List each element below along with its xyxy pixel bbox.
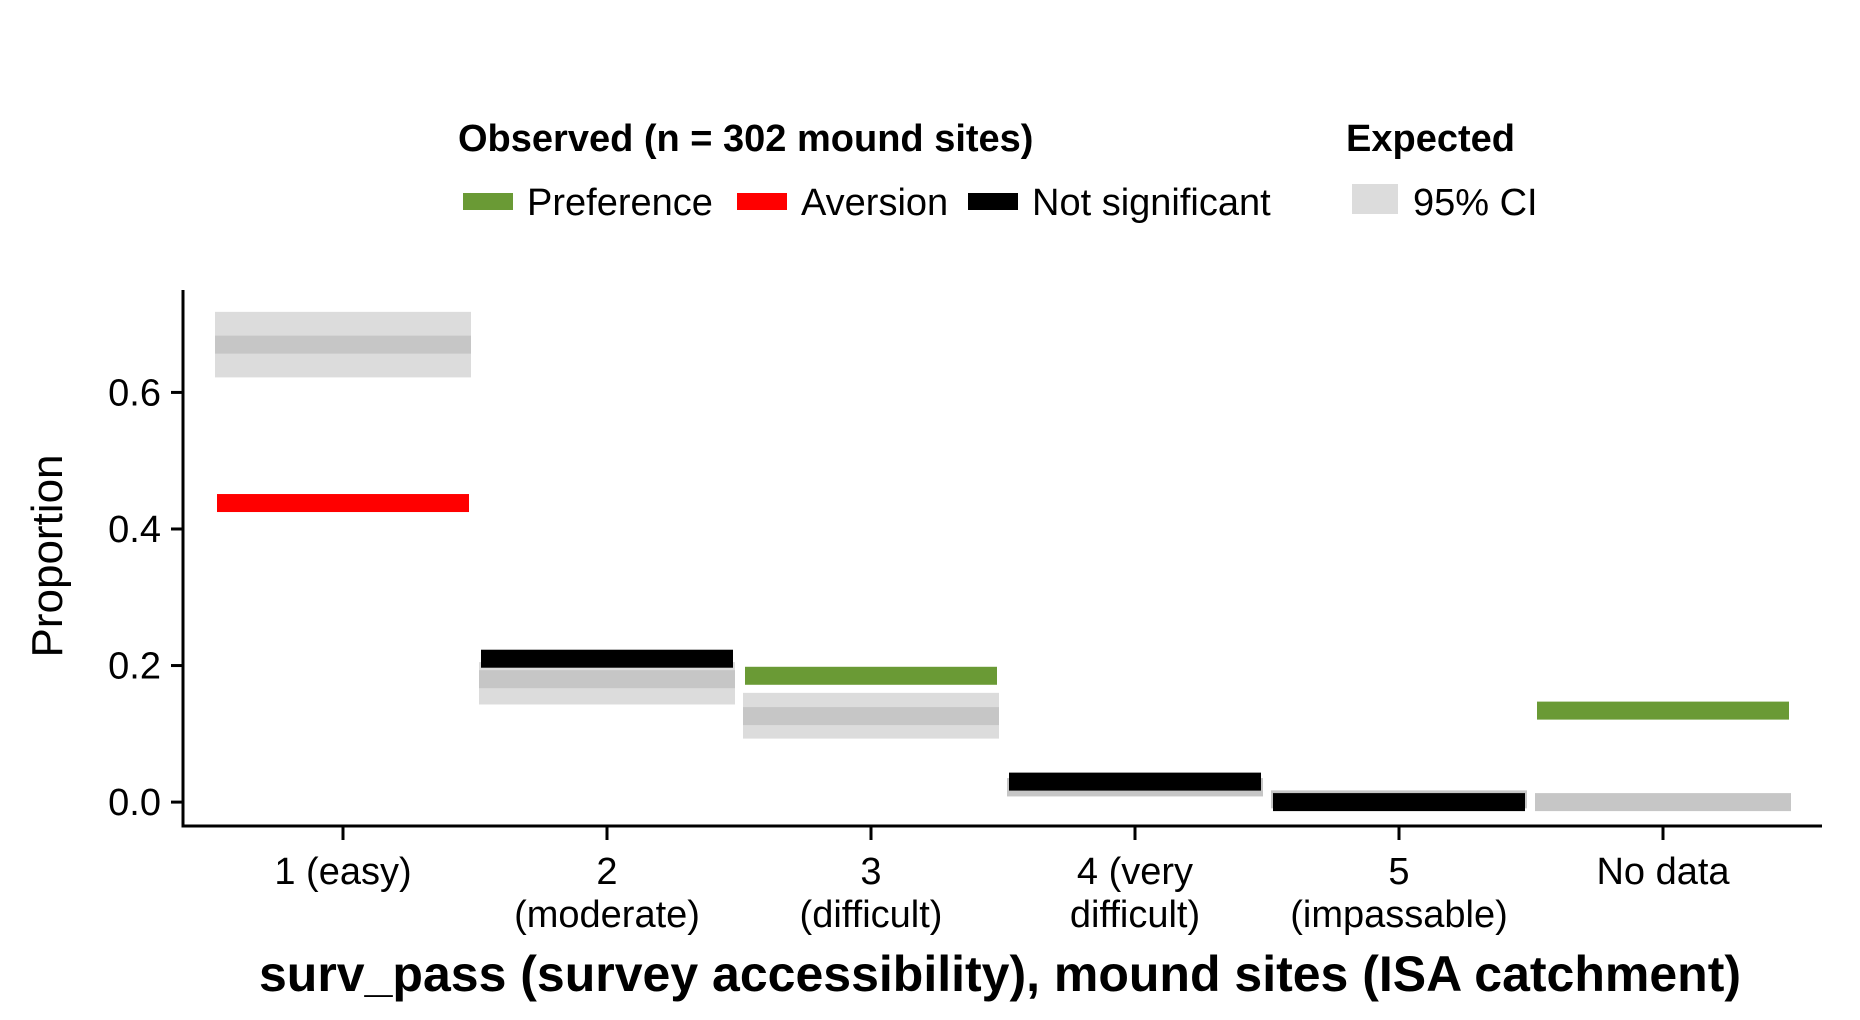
observed-bar (1537, 701, 1789, 720)
y-tick-label: 0.4 (108, 509, 161, 551)
observed-bar (1273, 793, 1525, 812)
x-axis-title: surv_pass (survey accessibility), mound … (259, 946, 1741, 1002)
legend-swatch-aversion (737, 193, 787, 210)
plot-area: 0.0 0.2 0.4 0.6 1 (easy) 2 (moderate) 3 (difficu… (108, 290, 1822, 936)
legend: Observed (n = 302 mound sites) Preferenc… (458, 118, 1538, 224)
legend-label-aversion: Aversion (801, 182, 948, 224)
observed-bar (745, 666, 997, 685)
expected-mean-bar (479, 670, 735, 689)
x-tick-label: 3 (difficult) (800, 851, 943, 936)
legend-swatch-not-significant (968, 193, 1018, 210)
expected-mean-bar (1535, 793, 1791, 812)
x-tick-label: 2 (moderate) (514, 851, 700, 936)
y-axis-title: Proportion (23, 454, 72, 657)
observed-bar (217, 494, 469, 513)
legend-label-preference: Preference (527, 182, 713, 224)
legend-swatch-preference (463, 193, 513, 210)
observed-bar (1009, 772, 1261, 791)
legend-swatch-ci (1352, 184, 1398, 214)
legend-label-ci: 95% CI (1413, 182, 1538, 224)
x-tick-label: 1 (easy) (274, 851, 411, 893)
legend-expected-title: Expected (1346, 118, 1515, 160)
expected-mean-bar (215, 335, 471, 354)
legend-label-not-significant: Not significant (1032, 182, 1271, 224)
x-tick-label: No data (1596, 851, 1730, 893)
observed-bar (481, 649, 733, 668)
legend-observed-title: Observed (n = 302 mound sites) (458, 118, 1033, 160)
y-tick-label: 0.2 (108, 646, 161, 688)
x-tick-label: 5 (impassable) (1290, 851, 1508, 936)
y-tick-label: 0.6 (108, 372, 161, 414)
expected-mean-bar (743, 707, 999, 726)
y-tick-label: 0.0 (108, 782, 161, 824)
x-tick-label: 4 (very difficult) (1070, 851, 1200, 936)
